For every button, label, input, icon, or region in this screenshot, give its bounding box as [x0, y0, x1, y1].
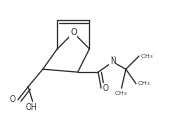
Text: CH$_3$: CH$_3$ [140, 52, 153, 61]
Text: CH$_3$: CH$_3$ [114, 89, 128, 98]
Text: N: N [110, 57, 116, 66]
Text: O: O [10, 95, 16, 104]
Text: OH: OH [26, 103, 38, 112]
Text: O: O [70, 28, 77, 37]
Text: CH$_3$: CH$_3$ [137, 79, 150, 88]
Text: H: H [110, 56, 115, 61]
Text: O: O [102, 84, 108, 93]
